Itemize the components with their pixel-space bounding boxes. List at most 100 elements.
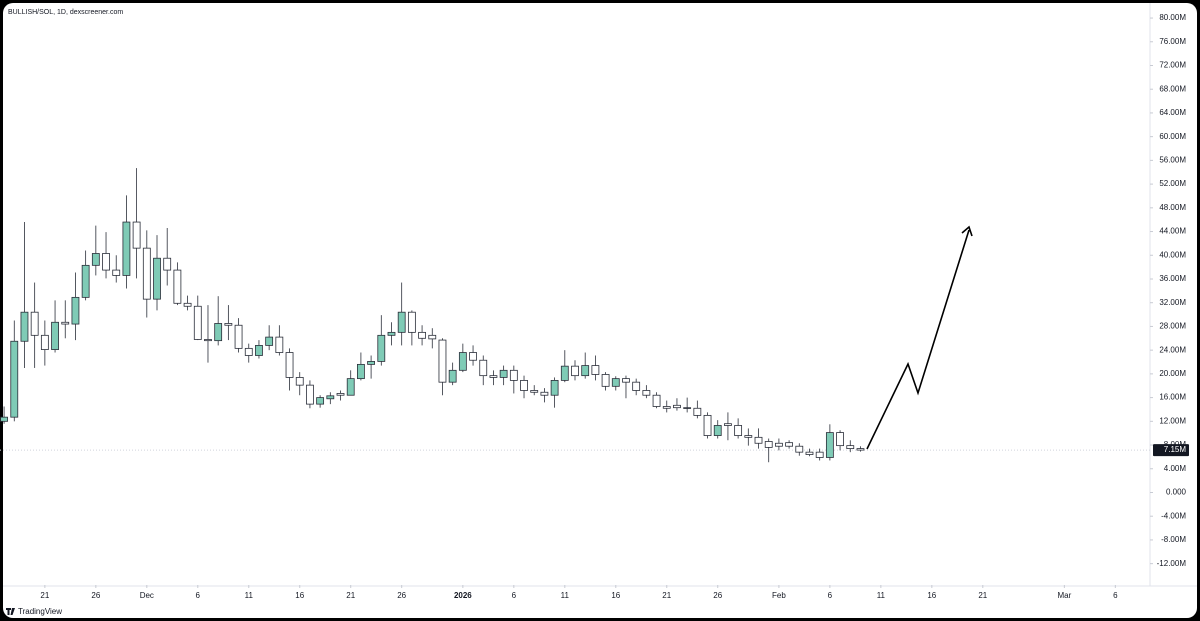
y-tick-label: 28.00M bbox=[1159, 322, 1186, 331]
candle-body bbox=[224, 323, 233, 326]
candle-body bbox=[418, 331, 426, 339]
x-tick-label: 21 bbox=[40, 591, 49, 600]
last-price-badge bbox=[1153, 444, 1189, 457]
y-tick-label: 60.00M bbox=[1159, 132, 1186, 141]
x-tick-label: 21 bbox=[346, 591, 355, 600]
candle-body bbox=[632, 381, 641, 391]
candle-body bbox=[142, 247, 151, 300]
y-tick-label: 68.00M bbox=[1159, 84, 1186, 93]
candle-body bbox=[438, 339, 447, 383]
x-tick-label: 2026 bbox=[454, 591, 472, 600]
candle-body bbox=[51, 321, 59, 350]
watermark-logo bbox=[6, 608, 15, 615]
candle-body bbox=[724, 423, 732, 426]
x-tick-label: 6 bbox=[196, 591, 201, 600]
x-tick-label: 26 bbox=[713, 591, 722, 600]
candle-body bbox=[306, 384, 314, 405]
candle-body bbox=[642, 390, 651, 396]
x-tick-label: 6 bbox=[1113, 591, 1118, 600]
x-tick-label: Dec bbox=[140, 591, 154, 600]
candle-body bbox=[407, 311, 416, 333]
watermark-text: TradingView bbox=[18, 607, 62, 616]
annotation-arrow bbox=[866, 229, 970, 450]
candle-body bbox=[81, 264, 90, 298]
x-tick-label: 6 bbox=[828, 591, 833, 600]
x-tick-label: 16 bbox=[927, 591, 936, 600]
x-tick-label: 21 bbox=[978, 591, 987, 600]
candle-body bbox=[713, 425, 722, 436]
candle-body bbox=[428, 334, 437, 340]
candle-body bbox=[815, 451, 824, 458]
candle-body bbox=[122, 221, 131, 276]
watermark: TradingView bbox=[6, 607, 62, 616]
x-tick-label: Feb bbox=[772, 591, 786, 600]
candle-body bbox=[469, 352, 477, 361]
candle-body bbox=[703, 414, 712, 436]
chart-title: BULLISH/SOL, 1D, dexscreener.com bbox=[8, 9, 123, 16]
candle-body bbox=[836, 432, 844, 447]
chart-background bbox=[3, 3, 1197, 618]
y-tick-label: 16.00M bbox=[1159, 393, 1186, 402]
candle-body bbox=[591, 365, 600, 375]
x-tick-label: 21 bbox=[662, 591, 671, 600]
candle-body bbox=[387, 331, 396, 336]
candle-body bbox=[61, 321, 70, 325]
candle-body bbox=[550, 379, 559, 396]
candle-body bbox=[10, 340, 19, 418]
candle-body bbox=[275, 336, 284, 353]
candle-body bbox=[0, 416, 8, 422]
x-tick-label: Mar bbox=[1057, 591, 1071, 600]
candle-body bbox=[71, 296, 80, 325]
candle-body bbox=[173, 269, 182, 304]
candle-body bbox=[91, 253, 100, 266]
candle-body bbox=[265, 336, 274, 346]
x-tick-label: 6 bbox=[512, 591, 517, 600]
candle-body bbox=[326, 395, 335, 400]
candle-body bbox=[367, 361, 375, 365]
candle-body bbox=[193, 305, 202, 340]
y-tick-label: 20.00M bbox=[1159, 369, 1186, 378]
candle-body bbox=[295, 377, 304, 386]
y-tick-label: 44.00M bbox=[1159, 227, 1186, 236]
candle-body bbox=[214, 323, 223, 342]
x-tick-label: 26 bbox=[91, 591, 100, 600]
candle-body bbox=[448, 369, 457, 383]
candle-body bbox=[336, 393, 345, 396]
y-tick-label: 12.00M bbox=[1159, 416, 1186, 425]
candle-body bbox=[652, 394, 661, 407]
candle-body bbox=[153, 257, 161, 300]
y-tick-label: 48.00M bbox=[1159, 203, 1186, 212]
candle-body bbox=[285, 352, 294, 378]
candle-body bbox=[40, 334, 49, 350]
candle-body bbox=[499, 369, 508, 378]
y-tick-label: 0.000 bbox=[1166, 488, 1187, 497]
last-price-label: 7.15M bbox=[1164, 445, 1187, 454]
y-tick-label: -8.00M bbox=[1161, 535, 1186, 544]
candle-body bbox=[346, 378, 355, 396]
candle-body bbox=[163, 257, 172, 271]
candle-body bbox=[673, 404, 681, 409]
candle-body bbox=[683, 407, 692, 409]
x-tick-label: 16 bbox=[295, 591, 304, 600]
y-tick-label: -4.00M bbox=[1161, 511, 1186, 520]
candle-body bbox=[764, 441, 773, 448]
candle-body bbox=[611, 378, 620, 387]
y-tick-label: 76.00M bbox=[1159, 37, 1186, 46]
x-tick-label: 16 bbox=[611, 591, 620, 600]
x-tick-label: 11 bbox=[877, 591, 886, 600]
candle-body bbox=[795, 445, 804, 453]
candle-body bbox=[825, 432, 834, 458]
candle-body bbox=[785, 442, 793, 447]
x-tick-label: 26 bbox=[397, 591, 406, 600]
candle-body bbox=[622, 378, 630, 383]
candle-body bbox=[846, 445, 855, 449]
candle-body bbox=[20, 311, 29, 342]
y-tick-label: 4.00M bbox=[1164, 464, 1187, 473]
candle-body bbox=[662, 406, 671, 409]
candle-body bbox=[856, 448, 865, 451]
candle-body bbox=[377, 334, 386, 362]
candle-body bbox=[693, 407, 702, 416]
candle-body bbox=[530, 390, 539, 393]
candle-body bbox=[509, 369, 518, 381]
candle-body bbox=[754, 436, 763, 444]
